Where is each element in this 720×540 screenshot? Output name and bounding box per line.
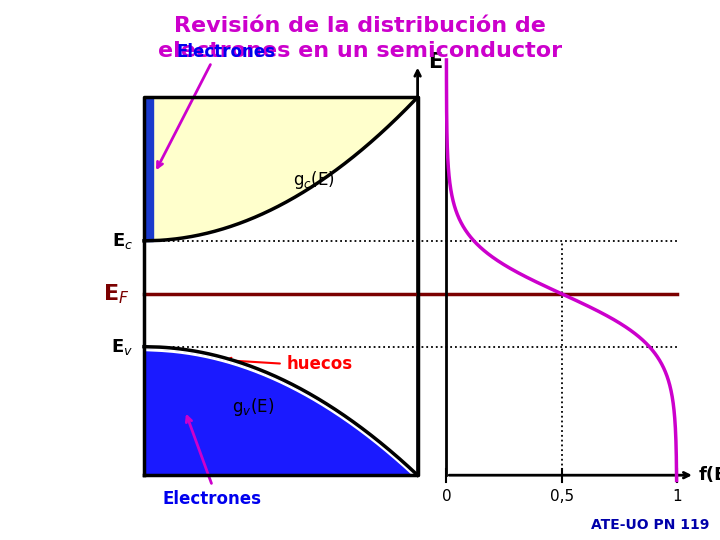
Text: huecos: huecos — [287, 355, 352, 373]
Text: Revisión de la distribución de
electrones en un semiconductor: Revisión de la distribución de electrone… — [158, 16, 562, 61]
Text: Electrones: Electrones — [163, 490, 262, 509]
Text: E: E — [428, 52, 443, 72]
Text: E$_v$: E$_v$ — [111, 336, 133, 357]
Text: g$_v$(E): g$_v$(E) — [233, 396, 274, 418]
Text: ATE-UO PN 119: ATE-UO PN 119 — [591, 518, 709, 532]
Text: 0,5: 0,5 — [549, 489, 574, 504]
Text: f(E): f(E) — [698, 466, 720, 484]
Polygon shape — [144, 97, 153, 241]
Text: Electrones: Electrones — [176, 43, 276, 61]
Text: g$_c$(E): g$_c$(E) — [293, 170, 335, 191]
Polygon shape — [144, 347, 418, 475]
Text: E$_c$: E$_c$ — [112, 231, 133, 251]
Text: 0: 0 — [441, 489, 451, 504]
Text: E$_F$: E$_F$ — [103, 282, 130, 306]
Polygon shape — [144, 97, 418, 241]
Text: 1: 1 — [672, 489, 682, 504]
